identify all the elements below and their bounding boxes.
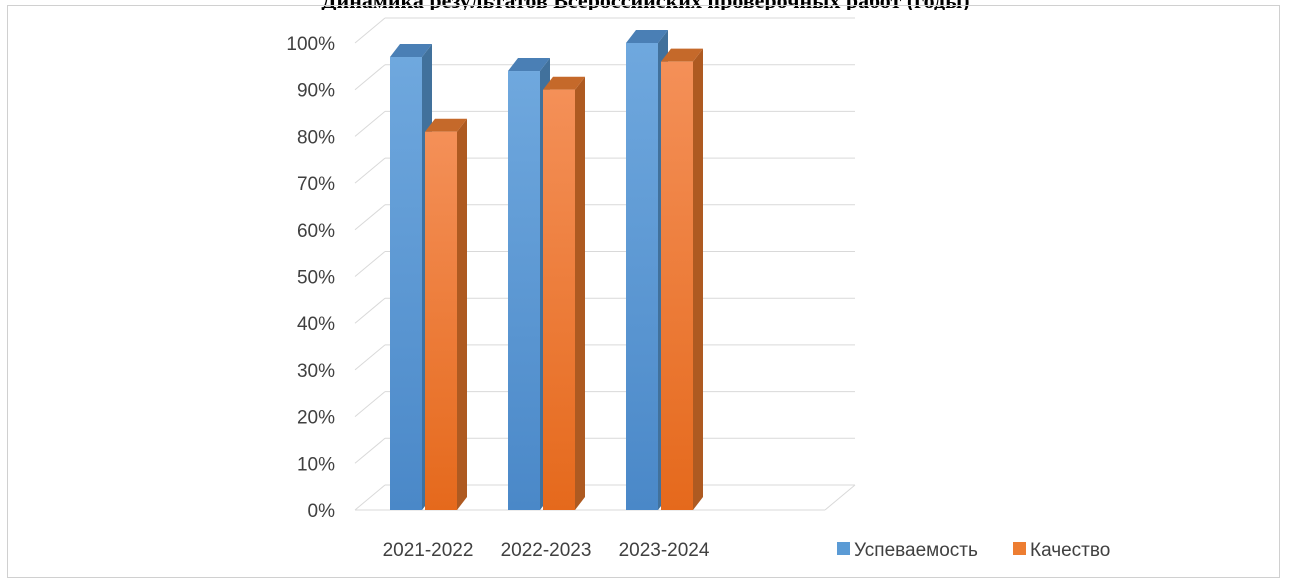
gridline-diagonal <box>354 17 386 44</box>
bar-front <box>661 61 693 511</box>
gridline-diagonal <box>354 204 386 231</box>
bar-kachestvo-2022-2023 <box>543 76 585 510</box>
y-axis-ticks: 0% 10% 20% 30% 40% 50% 60% 70% 80% 90% 100% <box>286 34 335 522</box>
gridline-diagonal <box>354 297 386 324</box>
x-axis-ticks: 2021-2022 2022-2023 2023-2024 <box>383 540 710 561</box>
gridline-diagonal <box>354 344 386 371</box>
bar-side <box>693 48 703 511</box>
y-tick-label: 0% <box>308 501 336 522</box>
gridline-diagonal <box>354 64 386 91</box>
x-tick-label: 2023-2024 <box>619 540 710 561</box>
bar-uspevaemost-2023-2024 <box>626 30 668 510</box>
y-tick-label: 60% <box>297 221 335 242</box>
gridline-diagonal <box>354 251 386 277</box>
gridline-diagonal <box>354 391 386 417</box>
legend: Успеваемость Качество <box>837 540 1110 561</box>
bar-top <box>390 44 432 58</box>
bar-top <box>508 58 550 72</box>
gridline-diagonal <box>354 111 386 137</box>
bar-front <box>425 131 457 511</box>
legend-swatch <box>837 542 850 555</box>
bars-layer <box>390 30 703 511</box>
bar-uspevaemost-2022-2023 <box>508 58 550 511</box>
legend-label: Качество <box>1030 540 1110 561</box>
y-tick-label: 50% <box>297 268 335 289</box>
y-tick-label: 80% <box>297 127 335 148</box>
floor-right-edge <box>824 484 856 511</box>
y-tick-label: 40% <box>297 314 335 335</box>
legend-swatch <box>1013 542 1026 555</box>
bar-front <box>508 71 540 511</box>
bar-kachestvo-2023-2024 <box>661 48 703 511</box>
bar-side <box>457 118 467 510</box>
bar-top <box>425 118 467 132</box>
gridline-diagonal <box>354 437 386 464</box>
x-tick-label: 2022-2023 <box>501 540 592 561</box>
y-tick-label: 20% <box>297 408 335 429</box>
gridline-diagonal <box>354 157 386 184</box>
bar-top <box>543 76 585 90</box>
y-tick-label: 90% <box>297 81 335 102</box>
y-tick-label: 10% <box>297 454 335 475</box>
x-tick-label: 2021-2022 <box>383 540 474 561</box>
bar-front <box>390 57 422 510</box>
y-tick-label: 100% <box>286 34 335 55</box>
bar-kachestvo-2021-2022 <box>425 118 467 511</box>
legend-label: Успеваемость <box>854 540 978 561</box>
chart-frame <box>7 5 1280 578</box>
bar-front <box>543 89 575 510</box>
bar-top <box>626 30 668 43</box>
y-tick-label: 30% <box>297 361 335 382</box>
bar-front <box>626 43 658 510</box>
bar-side <box>575 76 585 510</box>
gridline-diagonal <box>354 484 386 511</box>
bar-top <box>661 48 703 62</box>
y-tick-label: 70% <box>297 174 335 195</box>
